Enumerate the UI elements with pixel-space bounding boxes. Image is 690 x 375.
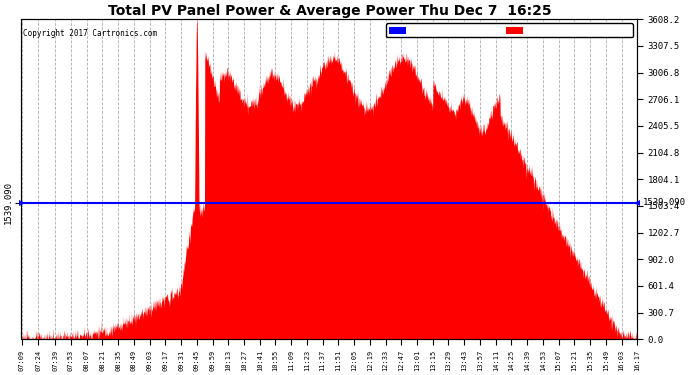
Text: Copyright 2017 Cartronics.com: Copyright 2017 Cartronics.com [23, 29, 157, 38]
Legend: Average  (DC Watts), PV Panels  (DC Watts): Average (DC Watts), PV Panels (DC Watts) [386, 24, 633, 38]
Text: 1539.090: 1539.090 [643, 198, 686, 207]
Title: Total PV Panel Power & Average Power Thu Dec 7  16:25: Total PV Panel Power & Average Power Thu… [108, 4, 551, 18]
